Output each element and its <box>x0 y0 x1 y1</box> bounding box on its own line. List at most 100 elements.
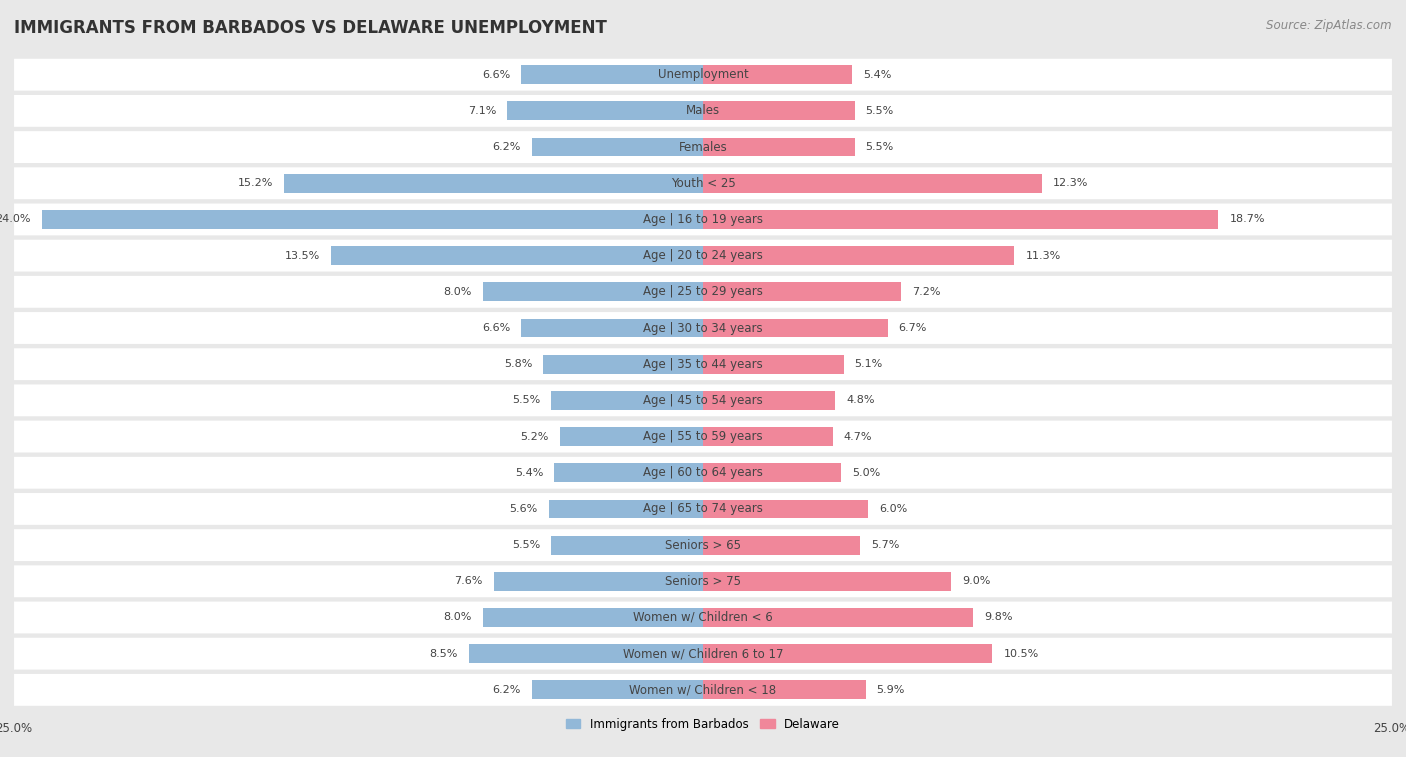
Text: Source: ZipAtlas.com: Source: ZipAtlas.com <box>1267 19 1392 32</box>
Bar <box>330 246 703 265</box>
FancyBboxPatch shape <box>14 674 1392 706</box>
Text: 7.1%: 7.1% <box>468 106 496 116</box>
FancyBboxPatch shape <box>14 637 1392 670</box>
Bar <box>703 174 1042 193</box>
FancyBboxPatch shape <box>14 529 1392 561</box>
Text: 5.5%: 5.5% <box>512 395 540 406</box>
Bar <box>703 681 866 699</box>
Text: Age | 20 to 24 years: Age | 20 to 24 years <box>643 249 763 262</box>
Bar <box>703 65 852 84</box>
Text: Age | 16 to 19 years: Age | 16 to 19 years <box>643 213 763 226</box>
Text: 5.7%: 5.7% <box>872 540 900 550</box>
Text: 6.2%: 6.2% <box>492 685 522 695</box>
Text: Males: Males <box>686 104 720 117</box>
Bar <box>494 572 703 590</box>
Text: 9.8%: 9.8% <box>984 612 1012 622</box>
FancyBboxPatch shape <box>14 167 1392 199</box>
Text: 7.2%: 7.2% <box>912 287 941 297</box>
FancyBboxPatch shape <box>14 59 1392 91</box>
Text: Age | 55 to 59 years: Age | 55 to 59 years <box>643 430 763 443</box>
Text: 5.5%: 5.5% <box>512 540 540 550</box>
Bar <box>703 572 950 590</box>
Text: 10.5%: 10.5% <box>1004 649 1039 659</box>
Bar <box>703 500 869 519</box>
Legend: Immigrants from Barbados, Delaware: Immigrants from Barbados, Delaware <box>561 713 845 735</box>
Bar <box>543 355 703 374</box>
Bar <box>531 681 703 699</box>
Text: Unemployment: Unemployment <box>658 68 748 81</box>
Text: 5.5%: 5.5% <box>866 106 894 116</box>
FancyBboxPatch shape <box>14 204 1392 235</box>
FancyBboxPatch shape <box>14 493 1392 525</box>
FancyBboxPatch shape <box>14 95 1392 127</box>
Bar <box>560 427 703 446</box>
Text: 4.8%: 4.8% <box>846 395 875 406</box>
Bar <box>554 463 703 482</box>
Text: Age | 25 to 29 years: Age | 25 to 29 years <box>643 285 763 298</box>
Text: 5.8%: 5.8% <box>503 359 531 369</box>
Bar <box>522 65 703 84</box>
Text: Age | 35 to 44 years: Age | 35 to 44 years <box>643 358 763 371</box>
FancyBboxPatch shape <box>14 602 1392 634</box>
FancyBboxPatch shape <box>14 348 1392 380</box>
Text: 9.0%: 9.0% <box>962 576 990 587</box>
Bar <box>703 101 855 120</box>
Bar <box>551 536 703 555</box>
Text: 8.5%: 8.5% <box>429 649 458 659</box>
FancyBboxPatch shape <box>14 312 1392 344</box>
Text: 8.0%: 8.0% <box>443 287 471 297</box>
Text: 6.7%: 6.7% <box>898 323 927 333</box>
Text: 5.9%: 5.9% <box>876 685 905 695</box>
Text: Women w/ Children < 18: Women w/ Children < 18 <box>630 684 776 696</box>
Bar <box>482 282 703 301</box>
Bar <box>522 319 703 338</box>
Text: Women w/ Children < 6: Women w/ Children < 6 <box>633 611 773 624</box>
Text: Youth < 25: Youth < 25 <box>671 177 735 190</box>
Bar <box>703 536 860 555</box>
Text: 6.6%: 6.6% <box>482 323 510 333</box>
Text: 24.0%: 24.0% <box>0 214 31 224</box>
Text: 7.6%: 7.6% <box>454 576 482 587</box>
FancyBboxPatch shape <box>14 240 1392 272</box>
FancyBboxPatch shape <box>14 276 1392 308</box>
Bar <box>482 608 703 627</box>
Text: 8.0%: 8.0% <box>443 612 471 622</box>
Text: 5.5%: 5.5% <box>866 142 894 152</box>
Text: Age | 65 to 74 years: Age | 65 to 74 years <box>643 503 763 516</box>
Text: 13.5%: 13.5% <box>284 251 321 260</box>
Text: Seniors > 65: Seniors > 65 <box>665 539 741 552</box>
Bar <box>284 174 703 193</box>
Bar <box>548 500 703 519</box>
Text: Women w/ Children 6 to 17: Women w/ Children 6 to 17 <box>623 647 783 660</box>
Bar <box>703 210 1219 229</box>
Text: 12.3%: 12.3% <box>1053 178 1088 188</box>
Text: 5.2%: 5.2% <box>520 431 548 441</box>
Text: 4.7%: 4.7% <box>844 431 872 441</box>
Text: 6.6%: 6.6% <box>482 70 510 79</box>
Text: Age | 45 to 54 years: Age | 45 to 54 years <box>643 394 763 407</box>
FancyBboxPatch shape <box>14 131 1392 163</box>
FancyBboxPatch shape <box>14 456 1392 489</box>
Bar <box>703 391 835 410</box>
Bar <box>468 644 703 663</box>
Bar <box>42 210 703 229</box>
Text: 5.0%: 5.0% <box>852 468 880 478</box>
FancyBboxPatch shape <box>14 565 1392 597</box>
Text: 5.4%: 5.4% <box>863 70 891 79</box>
Text: 18.7%: 18.7% <box>1229 214 1265 224</box>
Text: 6.0%: 6.0% <box>879 504 908 514</box>
Text: IMMIGRANTS FROM BARBADOS VS DELAWARE UNEMPLOYMENT: IMMIGRANTS FROM BARBADOS VS DELAWARE UNE… <box>14 19 607 37</box>
Bar <box>703 608 973 627</box>
Text: Age | 30 to 34 years: Age | 30 to 34 years <box>643 322 763 335</box>
Bar <box>703 463 841 482</box>
Text: Females: Females <box>679 141 727 154</box>
Bar <box>508 101 703 120</box>
FancyBboxPatch shape <box>14 421 1392 453</box>
Bar <box>703 355 844 374</box>
Text: 5.4%: 5.4% <box>515 468 543 478</box>
Bar <box>531 138 703 157</box>
Bar <box>551 391 703 410</box>
Text: 5.6%: 5.6% <box>509 504 537 514</box>
Text: Age | 60 to 64 years: Age | 60 to 64 years <box>643 466 763 479</box>
Bar <box>703 644 993 663</box>
